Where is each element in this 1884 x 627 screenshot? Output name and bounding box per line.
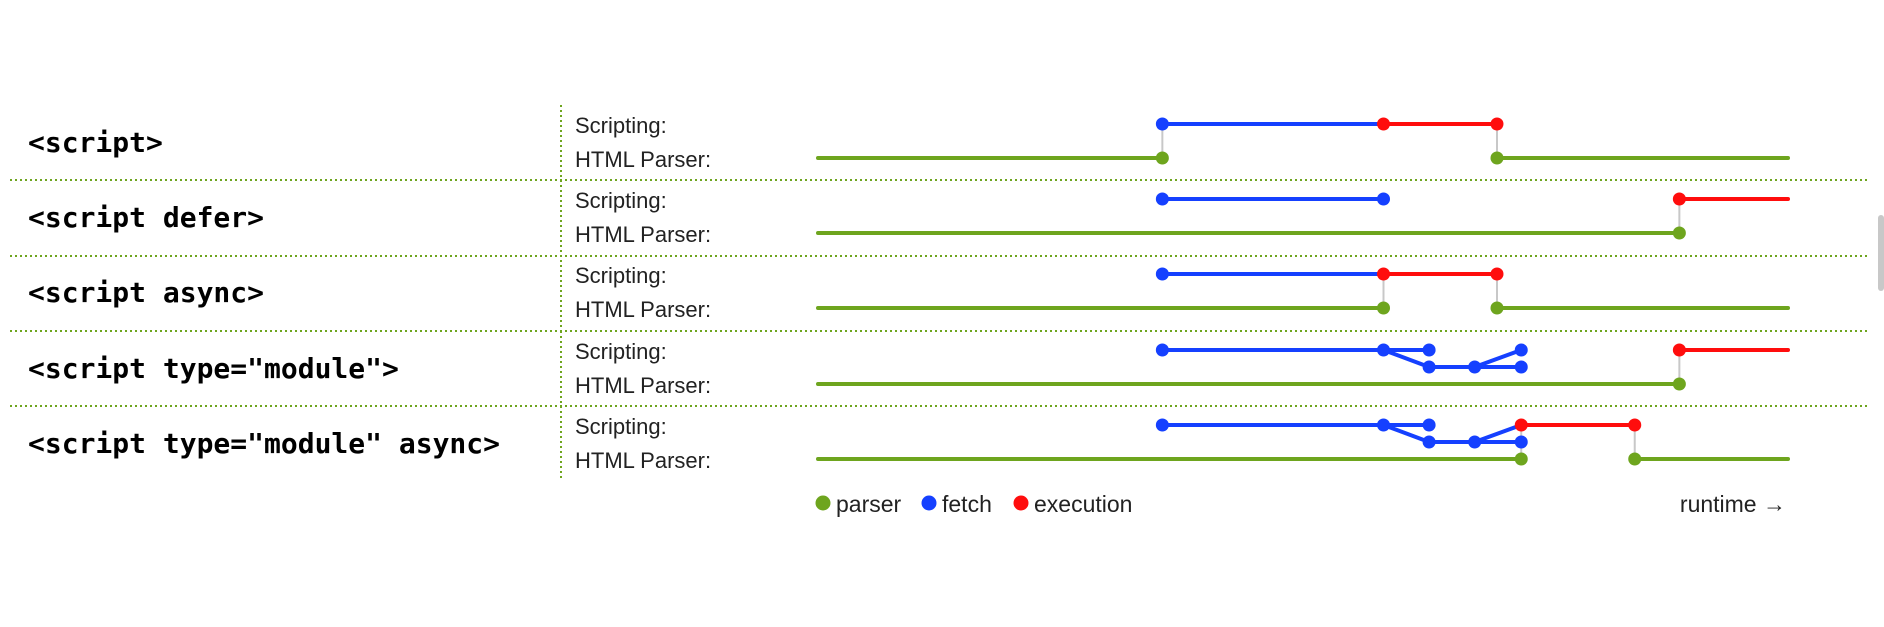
fetch-dot bbox=[1422, 418, 1436, 432]
fetch-segment bbox=[1381, 348, 1432, 369]
scripting-track-label: Scripting: bbox=[575, 414, 667, 439]
row-labels: <script> Scripting: HTML Parser: <script de… bbox=[28, 113, 711, 473]
execution-dot bbox=[1490, 117, 1504, 131]
parser-dot bbox=[1377, 301, 1391, 315]
fetch-legend-dot bbox=[921, 495, 937, 511]
row-code-label: <script defer> bbox=[28, 201, 264, 234]
execution-dot bbox=[1377, 267, 1391, 281]
row-code-label: <script async> bbox=[28, 276, 264, 309]
fetch-dot bbox=[1514, 435, 1528, 449]
parser-dot bbox=[1155, 151, 1169, 165]
fetch-dot bbox=[1377, 343, 1391, 357]
parser-dot bbox=[1490, 301, 1504, 315]
timeline-row bbox=[816, 418, 1790, 466]
execution-dot bbox=[1628, 418, 1642, 432]
fetch-dot bbox=[1155, 117, 1169, 131]
parser-dot bbox=[1672, 226, 1686, 240]
timeline-row bbox=[816, 267, 1790, 315]
scrollbar-thumb[interactable] bbox=[1878, 215, 1884, 291]
row-code-label: <script type="module" async> bbox=[28, 427, 500, 460]
fetch-dot bbox=[1377, 192, 1391, 206]
execution-dot bbox=[1514, 418, 1528, 432]
row-code-label: <script type="module"> bbox=[28, 352, 399, 385]
scripting-track-label: Scripting: bbox=[575, 263, 667, 288]
fetch-dot bbox=[1155, 192, 1169, 206]
parser-legend-label: parser bbox=[836, 491, 902, 517]
fetch-dot bbox=[1377, 418, 1391, 432]
execution-dot bbox=[1490, 267, 1504, 281]
execution-dot bbox=[1672, 343, 1686, 357]
row-code-label: <script> bbox=[28, 126, 163, 159]
fetch-segment bbox=[1472, 423, 1524, 444]
timeline-row bbox=[816, 192, 1790, 240]
parser-legend-dot bbox=[815, 495, 831, 511]
parser-track-label: HTML Parser: bbox=[575, 147, 711, 172]
timeline-row bbox=[816, 117, 1790, 165]
fetch-dot bbox=[1155, 343, 1169, 357]
runtime-label: runtime → bbox=[1680, 491, 1786, 517]
timeline-row bbox=[816, 343, 1790, 391]
fetch-segment bbox=[1472, 348, 1524, 369]
legend: parser fetch execution runtime → bbox=[815, 491, 1786, 517]
parser-dot bbox=[1514, 452, 1528, 466]
parser-track-label: HTML Parser: bbox=[575, 373, 711, 398]
parser-dot bbox=[1672, 377, 1686, 391]
scripting-track-label: Scripting: bbox=[575, 339, 667, 364]
scripting-track-label: Scripting: bbox=[575, 113, 667, 138]
execution-dot bbox=[1377, 117, 1391, 131]
scripting-track-label: Scripting: bbox=[575, 188, 667, 213]
fetch-segment bbox=[1381, 423, 1432, 444]
fetch-dot bbox=[1422, 343, 1436, 357]
fetch-dot bbox=[1155, 267, 1169, 281]
parser-dot bbox=[1490, 151, 1504, 165]
parser-track-label: HTML Parser: bbox=[575, 222, 711, 247]
fetch-dot bbox=[1422, 435, 1436, 449]
parser-track-label: HTML Parser: bbox=[575, 448, 711, 473]
fetch-dot bbox=[1514, 360, 1528, 374]
fetch-dot bbox=[1514, 343, 1528, 357]
execution-legend-label: execution bbox=[1034, 491, 1132, 517]
fetch-dot bbox=[1468, 360, 1482, 374]
parser-track-label: HTML Parser: bbox=[575, 297, 711, 322]
execution-legend-dot bbox=[1013, 495, 1029, 511]
fetch-legend-label: fetch bbox=[942, 491, 992, 517]
fetch-dot bbox=[1468, 435, 1482, 449]
fetch-dot bbox=[1155, 418, 1169, 432]
parser-dot bbox=[1628, 452, 1642, 466]
fetch-dot bbox=[1422, 360, 1436, 374]
timeline-tracks bbox=[816, 117, 1790, 466]
execution-dot bbox=[1672, 192, 1686, 206]
